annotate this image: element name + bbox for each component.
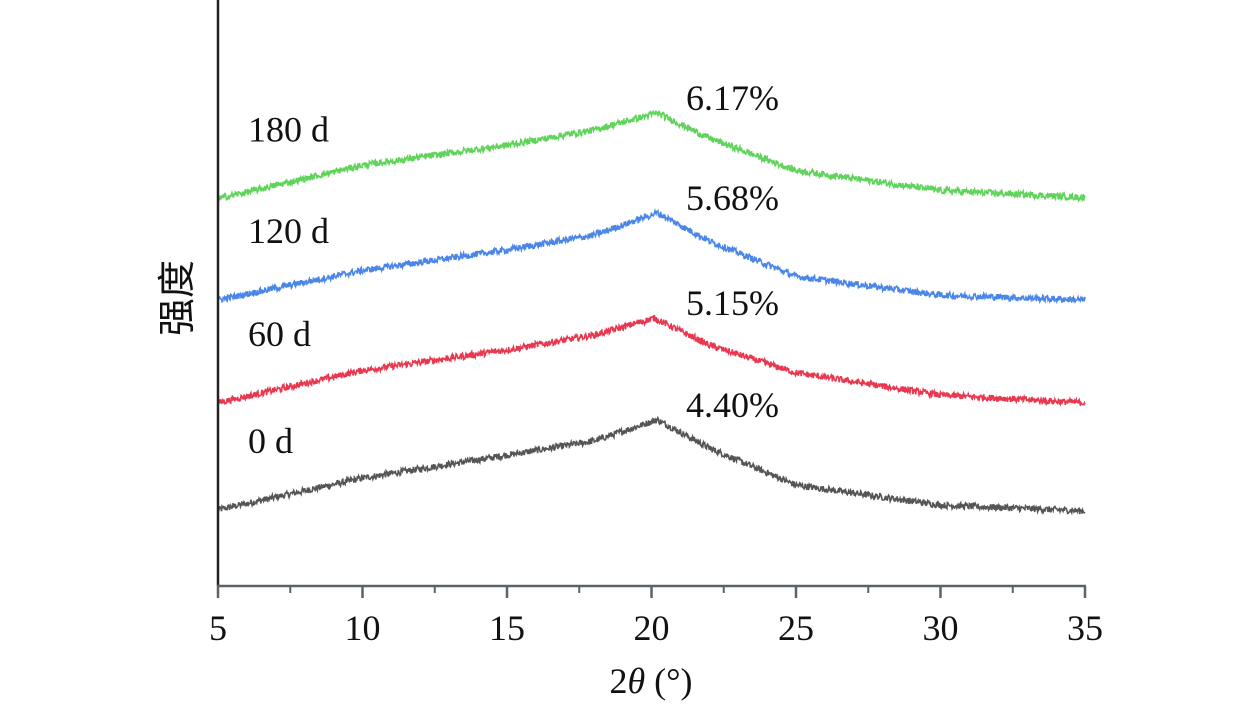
- x-tick-label: 35: [1067, 608, 1103, 648]
- x-tick-label: 5: [209, 608, 227, 648]
- x-ticks: 5 10 15 20 25 30 35: [209, 586, 1103, 648]
- series-layer: [217, 109, 1086, 516]
- series-line-180d: [217, 109, 1086, 203]
- crystallinity-label: 5.15%: [686, 283, 779, 323]
- series-labels: 0 d 4.40% 60 d 5.15% 120 d 5.68% 180 d 6.17%: [248, 78, 779, 461]
- x-tick-label: 10: [345, 608, 381, 648]
- series-line-120d: [217, 208, 1086, 305]
- x-tick-label: 15: [489, 608, 525, 648]
- y-axis-label: 强度: [157, 260, 199, 336]
- crystallinity-label: 6.17%: [686, 78, 779, 118]
- crystallinity-label: 4.40%: [686, 385, 779, 425]
- x-tick-label: 30: [923, 608, 959, 648]
- series-name-label: 0 d: [248, 421, 293, 461]
- series-name-label: 120 d: [248, 211, 329, 251]
- crystallinity-label: 5.68%: [686, 178, 779, 218]
- series-line-60d: [217, 314, 1086, 407]
- series-line-0d: [217, 415, 1086, 516]
- x-tick-label: 20: [634, 608, 670, 648]
- series-name-label: 180 d: [248, 110, 329, 150]
- x-tick-label: 25: [778, 608, 814, 648]
- series-name-label: 60 d: [248, 314, 311, 354]
- x-axis-label: 2θ (°): [609, 661, 692, 701]
